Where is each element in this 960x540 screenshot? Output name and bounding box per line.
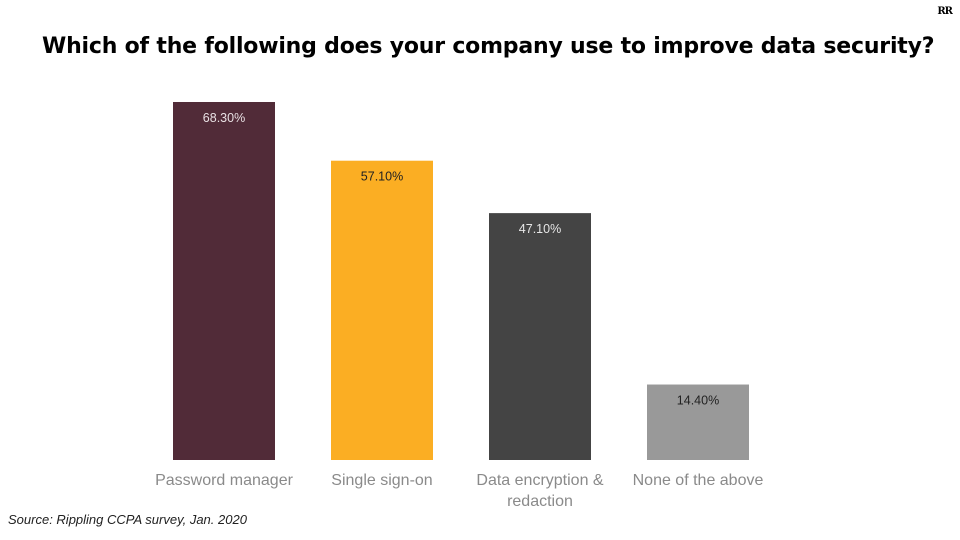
bar-value-label-2: 47.10%	[519, 222, 561, 236]
chart-title: Which of the following does your company…	[42, 34, 935, 59]
bar-1	[331, 160, 433, 461]
category-label-2-line-1: redaction	[507, 493, 573, 510]
bar-value-label-1: 57.10%	[361, 170, 403, 184]
source-note: Source: Rippling CCPA survey, Jan. 2020	[8, 512, 247, 527]
bar-value-label-0: 68.30%	[203, 111, 245, 125]
brand-logo: RR	[937, 6, 953, 17]
bar-3	[647, 384, 749, 460]
bar-value-label-3: 14.40%	[677, 394, 719, 408]
category-label-1: Single sign-on	[331, 472, 432, 489]
bar-2	[489, 213, 591, 460]
category-label-3: None of the above	[633, 472, 764, 489]
bar-0	[173, 102, 275, 460]
category-label-0: Password manager	[155, 472, 294, 489]
category-label-2: Data encryption &	[476, 472, 604, 489]
